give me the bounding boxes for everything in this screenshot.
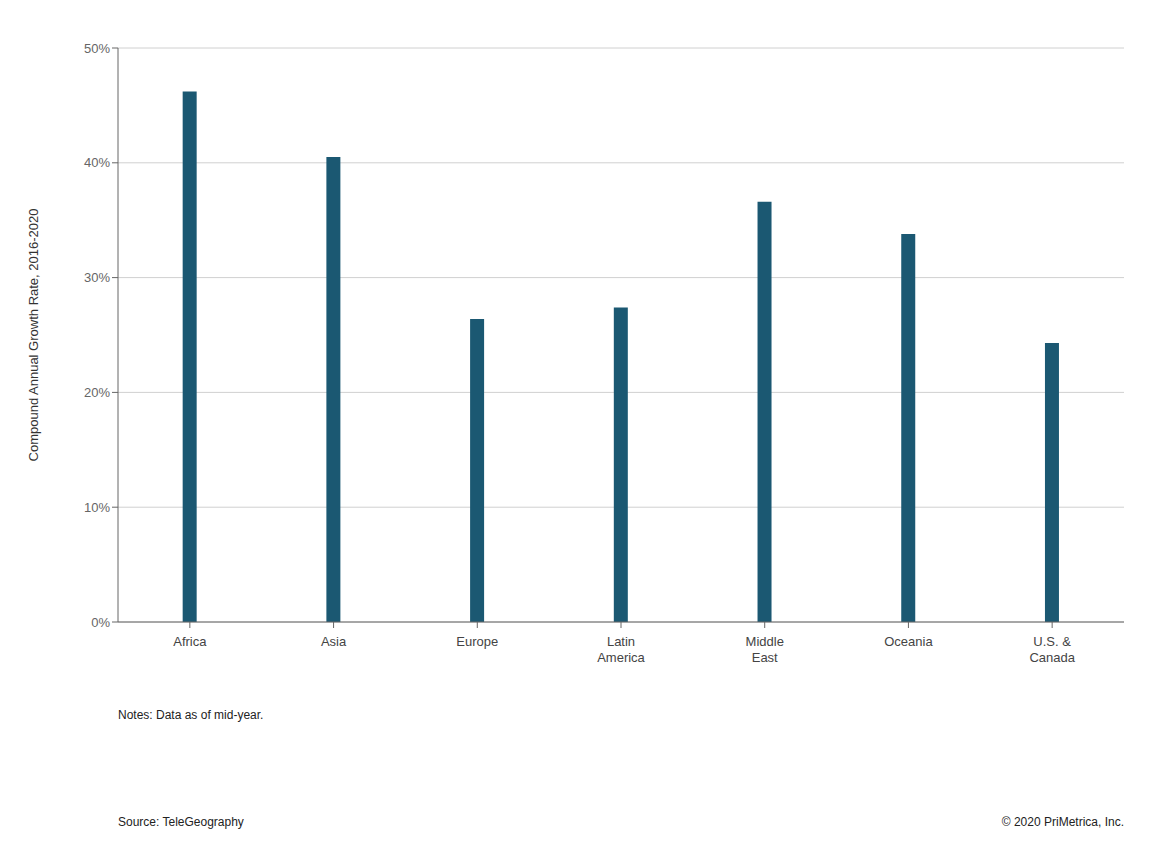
- svg-text:LatinAmerica: LatinAmerica: [597, 634, 645, 665]
- svg-text:20%: 20%: [84, 385, 110, 400]
- svg-text:Compound Annual Growth Rate, 2: Compound Annual Growth Rate, 2016-2020: [26, 209, 41, 462]
- svg-text:Oceania: Oceania: [884, 634, 933, 649]
- svg-text:Europe: Europe: [456, 634, 498, 649]
- svg-text:MiddleEast: MiddleEast: [746, 634, 784, 665]
- html-text:Notes: Data as of mid-year.: Notes: Data as of mid-year.: [118, 708, 264, 722]
- html-text:Source: TeleGeography: Source: TeleGeography: [118, 815, 244, 829]
- svg-text:40%: 40%: [84, 155, 110, 170]
- svg-text:0%: 0%: [91, 615, 110, 630]
- svg-text:Africa: Africa: [173, 634, 207, 649]
- svg-text:10%: 10%: [84, 500, 110, 515]
- svg-text:50%: 50%: [84, 41, 110, 56]
- svg-text:U.S. &Canada: U.S. &Canada: [1029, 634, 1075, 665]
- svg-text:Asia: Asia: [321, 634, 347, 649]
- html-text:© 2020 PriMetrica, Inc.: © 2020 PriMetrica, Inc.: [1001, 815, 1124, 829]
- svg-text:30%: 30%: [84, 270, 110, 285]
